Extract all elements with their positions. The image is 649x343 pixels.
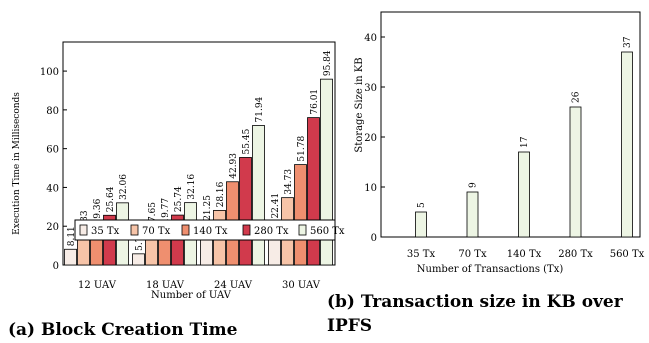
bar-70-tx-12-uav [77, 238, 90, 266]
y-axis-label: Execution Time in Milliseconds [12, 92, 22, 235]
legend-label-35-tx: 35 Tx [91, 226, 120, 237]
data-label: 51.78 [297, 136, 307, 162]
caption-block-creation-time: (a) Block Creation Time [8, 320, 238, 340]
x-tick-label: 280 Tx [558, 249, 593, 260]
x-tick-label: 35 Tx [407, 249, 436, 260]
legend-swatch-560-tx [298, 224, 307, 236]
data-label: 95.84 [323, 50, 333, 76]
data-label: 42.93 [229, 153, 239, 179]
y-tick-label: 20 [364, 133, 377, 144]
data-label: 8.11 [67, 226, 77, 246]
y-tick-label: 60 [46, 145, 59, 156]
x-tick-label: 70 Tx [458, 249, 487, 260]
y-tick-label: 30 [364, 83, 377, 94]
data-label: 25.64 [106, 186, 116, 212]
legend-label-70-tx: 70 Tx [142, 226, 171, 237]
data-label: 37 [623, 36, 633, 48]
x-tick-label: 12 UAV [78, 280, 117, 291]
y-tick-label: 80 [46, 106, 59, 117]
bar-35-tx [415, 211, 427, 238]
legend-box [74, 219, 336, 241]
data-label: 76.01 [310, 89, 320, 115]
bar-140-tx [518, 151, 530, 238]
bar-140-tx-30-uav [294, 164, 307, 266]
bar-560-tx-30-uav [320, 78, 333, 266]
legend-label-280-tx: 280 Tx [254, 226, 289, 237]
x-tick-label: 30 UAV [282, 280, 321, 291]
data-label: 17.65 [148, 202, 158, 228]
x-tick-label: 560 Tx [610, 249, 645, 260]
y-tick-label: 100 [40, 67, 59, 78]
data-label: 22.41 [271, 193, 281, 219]
data-label: 5.76 [135, 231, 145, 251]
bar-280-tx-30-uav [307, 117, 320, 266]
data-label: 26 [572, 91, 582, 103]
y-tick-label: 40 [364, 33, 377, 44]
y-axis-label: Storage Size in KB [354, 57, 365, 152]
data-label: 28.16 [216, 181, 226, 207]
data-label: 71.94 [255, 96, 265, 122]
data-label: 19.77 [161, 198, 171, 224]
y-tick-label: 40 [46, 183, 59, 194]
x-tick-label: 24 UAV [214, 280, 253, 291]
legend-label-140-tx: 140 Tx [193, 226, 228, 237]
data-label: 55.45 [242, 128, 252, 154]
data-label: 17 [520, 136, 530, 148]
data-label: 9 [469, 182, 479, 188]
bar-560-tx [621, 51, 633, 238]
data-label: 32.06 [119, 174, 129, 200]
data-label: 21.25 [203, 195, 213, 221]
data-label: 5 [417, 202, 427, 208]
bar-70-tx [466, 191, 479, 238]
legend-swatch-280-tx [242, 224, 251, 236]
chart-transaction-size: 0 10 20 30 40 35 Tx 5 70 Tx 9 140 Tx 17 280 Tx 26 560… [354, 11, 645, 275]
y-tick-label: 20 [46, 222, 59, 233]
plot-frame [380, 11, 641, 238]
legend: 35 Tx 70 Tx 140 Tx 280 Tx 560 Tx [74, 219, 345, 241]
legend-label-560-tx: 560 Tx [310, 226, 345, 237]
bar-35-tx-12-uav [64, 248, 77, 266]
data-label: 19.36 [93, 198, 103, 224]
bar-560-tx-24-uav [252, 125, 265, 266]
x-tick-label: 140 Tx [507, 249, 542, 260]
data-label: 32.16 [187, 174, 197, 200]
y-tick-label: 10 [364, 183, 377, 194]
legend-swatch-140-tx [181, 224, 190, 236]
legend-swatch-70-tx [130, 224, 139, 236]
y-tick-label: 0 [371, 233, 377, 244]
data-label: 34.73 [284, 169, 294, 195]
caption-transaction-size: (b) Transaction size in KB over IPFS [327, 292, 623, 336]
legend-swatch-35-tx [79, 224, 88, 236]
plot-frame [62, 41, 336, 266]
data-label: 25.74 [174, 186, 184, 212]
y-tick-label: 0 [53, 261, 59, 272]
x-axis-label: Number of Transactions (Tx) [417, 264, 564, 275]
x-tick-label: 18 UAV [146, 280, 185, 291]
x-axis-label: Number of UAV [151, 290, 232, 301]
bar-35-tx-18-uav [132, 253, 145, 266]
bar-280-tx-24-uav [239, 157, 252, 266]
bar-280-tx [569, 106, 582, 238]
